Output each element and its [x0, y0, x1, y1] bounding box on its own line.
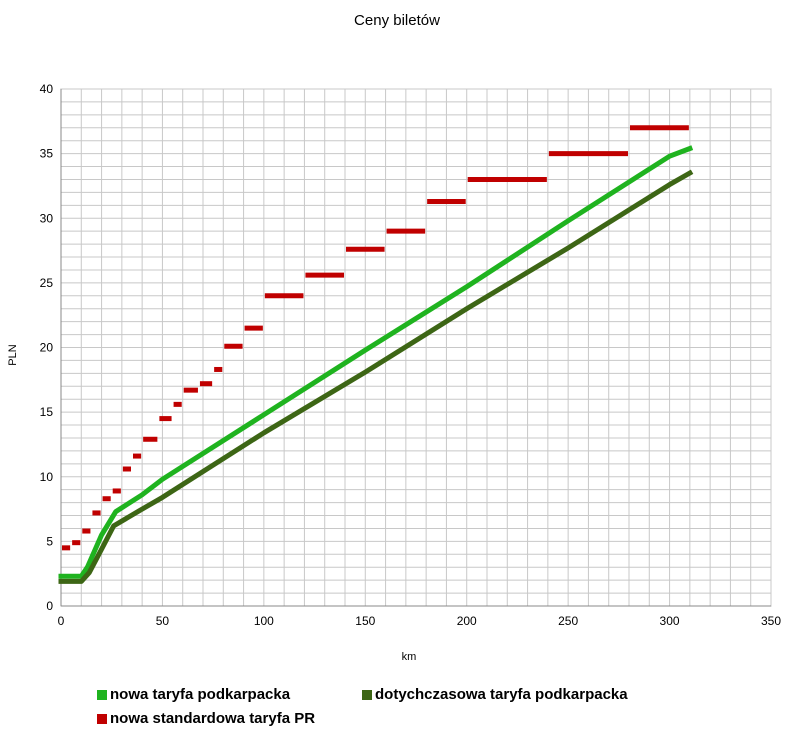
- x-tick-label: 100: [254, 614, 274, 628]
- legend-swatch: [97, 690, 107, 700]
- legend-item-nowa-taryfa: nowa taryfa podkarpacka: [97, 686, 290, 703]
- x-axis-label: km: [402, 651, 417, 663]
- legend-swatch: [97, 714, 107, 724]
- legend-item-dotychczasowa-taryfa: dotychczasowa taryfa podkarpacka: [362, 686, 628, 703]
- y-tick-label: 40: [40, 82, 54, 96]
- legend-item-taryfa-pr: nowa standardowa taryfa PR: [97, 710, 315, 727]
- y-axis-label: PLN: [7, 344, 19, 365]
- legend-label: nowa taryfa podkarpacka: [110, 686, 290, 703]
- x-tick-label: 0: [58, 614, 65, 628]
- y-tick-label: 25: [40, 276, 54, 290]
- x-tick-label: 200: [457, 614, 477, 628]
- grid: [61, 89, 771, 606]
- x-tick-label: 250: [558, 614, 578, 628]
- x-tick-label: 50: [156, 614, 170, 628]
- legend-label: dotychczasowa taryfa podkarpacka: [375, 686, 628, 703]
- y-tick-label: 30: [40, 211, 54, 225]
- y-tick-label: 10: [40, 470, 54, 484]
- x-tick-label: 350: [761, 614, 781, 628]
- chart-plot: 0 50 100 150 200 250 300 350 0 5 10 15 20 25 30 35 40 km…: [0, 0, 794, 680]
- legend-label: nowa standardowa taryfa PR: [110, 710, 315, 727]
- y-tick-label: 15: [40, 405, 54, 419]
- y-tick-label: 5: [46, 534, 53, 548]
- y-tick-label: 0: [46, 599, 53, 613]
- x-tick-label: 150: [355, 614, 375, 628]
- y-tick-label: 35: [40, 147, 54, 161]
- x-tick-label: 300: [660, 614, 680, 628]
- y-tick-label: 20: [40, 341, 54, 355]
- legend-swatch: [362, 690, 372, 700]
